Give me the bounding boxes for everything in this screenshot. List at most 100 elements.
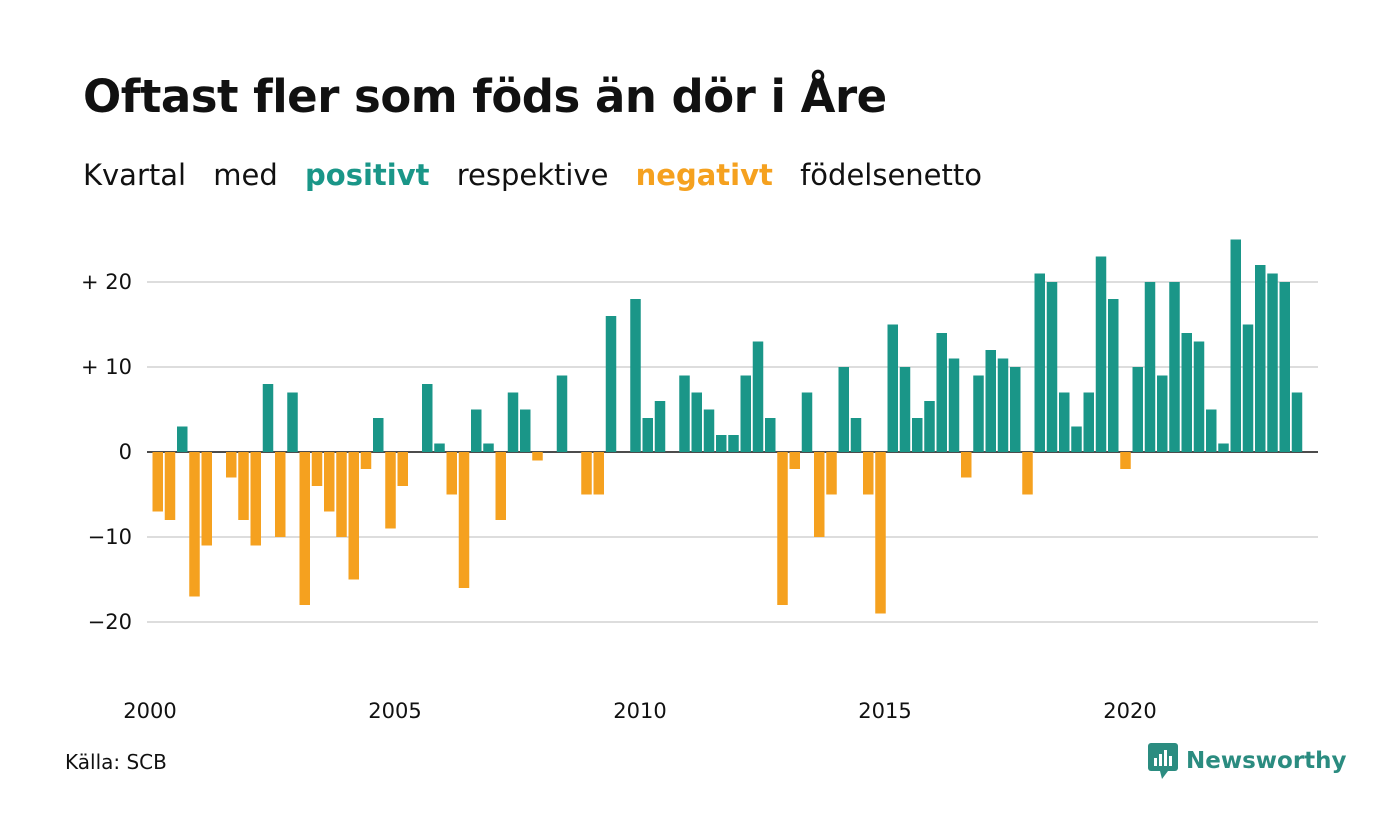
- subtitle-negative-label: negativt: [635, 158, 773, 192]
- bar-positive: [507, 392, 519, 452]
- bar-negative: [446, 452, 457, 495]
- bar-positive: [1095, 256, 1107, 452]
- bar-negative: [581, 452, 592, 495]
- bar-positive: [1181, 333, 1192, 452]
- bar-positive: [765, 418, 776, 452]
- bar-positive: [679, 375, 690, 452]
- bar-positive: [850, 418, 862, 452]
- bar-positive: [1083, 392, 1094, 452]
- bar-positive: [434, 443, 445, 452]
- bar-negative: [1022, 452, 1033, 495]
- bar-negative: [152, 452, 163, 512]
- bar-negative: [360, 452, 372, 469]
- bar-positive: [642, 418, 653, 452]
- bar-negative: [348, 452, 359, 580]
- bar-positive: [716, 435, 727, 452]
- bar-positive: [752, 341, 764, 452]
- bar-negative: [275, 452, 286, 537]
- x-tick-label: 2020: [1103, 699, 1156, 723]
- bar-positive: [177, 426, 188, 452]
- bar-negative: [789, 452, 800, 469]
- bar-negative: [826, 452, 837, 495]
- brand-logo: Newsworthy: [1148, 743, 1347, 779]
- bar-negative: [201, 452, 212, 546]
- bar-positive: [654, 401, 666, 452]
- y-tick-label: −20: [88, 610, 132, 634]
- bar-positive: [1034, 273, 1045, 452]
- bar-negative: [324, 452, 335, 512]
- bar-negative: [250, 452, 261, 546]
- x-tick-label: 2000: [123, 699, 176, 723]
- bar-negative: [189, 452, 200, 597]
- y-tick-label: −10: [88, 525, 132, 549]
- bar-negative: [495, 452, 506, 520]
- bar-positive: [630, 299, 641, 452]
- bar-negative: [226, 452, 237, 478]
- subtitle-part-3: respektive: [456, 158, 609, 192]
- bar-positive: [1255, 265, 1266, 452]
- y-tick-label: + 20: [81, 270, 132, 294]
- bar-positive: [973, 375, 984, 452]
- bar-positive: [556, 375, 568, 452]
- bar-positive: [483, 443, 494, 452]
- bar-negative: [1120, 452, 1131, 469]
- bar-negative: [458, 452, 470, 588]
- bar-positive: [1218, 443, 1229, 452]
- bar-positive: [936, 333, 947, 452]
- brand-name: Newsworthy: [1186, 748, 1347, 774]
- bar-negative: [385, 452, 396, 529]
- bar-positive: [1108, 299, 1119, 452]
- bar-negative: [299, 452, 310, 605]
- bar-positive: [1071, 426, 1082, 452]
- bar-negative: [336, 452, 347, 537]
- newsworthy-chart-bubble-icon: [1148, 743, 1178, 779]
- bar-positive: [373, 418, 384, 452]
- bar-positive: [1267, 273, 1278, 452]
- subtitle-positive-label: positivt: [305, 158, 430, 192]
- bar-positive: [899, 367, 911, 452]
- bar-positive: [691, 392, 702, 452]
- bar-positive: [838, 367, 849, 452]
- bar-positive: [801, 392, 813, 452]
- x-tick-label: 2010: [613, 699, 666, 723]
- bar-positive: [1206, 409, 1217, 452]
- y-tick-label: 0: [119, 440, 132, 464]
- bar-positive: [997, 358, 1009, 452]
- x-tick-label: 2015: [858, 699, 911, 723]
- bar-negative: [593, 452, 604, 495]
- bar-positive: [1193, 341, 1205, 452]
- x-tick-label: 2005: [368, 699, 421, 723]
- bar-positive: [1144, 282, 1156, 452]
- chart-title: Oftast fler som föds än dör i Åre: [83, 70, 887, 123]
- bar-positive: [1169, 282, 1180, 452]
- bar-positive: [703, 409, 715, 452]
- bar-positive: [1291, 392, 1303, 452]
- bar-positive: [728, 435, 739, 452]
- bars: [152, 239, 1303, 614]
- bar-positive: [1046, 282, 1058, 452]
- bar-positive: [471, 409, 482, 452]
- bar-positive: [1279, 282, 1290, 452]
- bar-negative: [814, 452, 825, 537]
- bar-positive: [1242, 324, 1254, 452]
- bar-negative: [164, 452, 176, 520]
- chart-subtitle: Kvartal med positivt respektive negativt…: [83, 158, 1000, 192]
- axis-labels: + 20 + 10 0 −10 −20 2000 2005 2010 2015 2020: [81, 270, 1157, 723]
- bar-positive: [912, 418, 923, 452]
- bar-positive: [287, 392, 298, 452]
- subtitle-part-4: födelsenetto: [800, 158, 982, 192]
- bar-positive: [262, 384, 274, 452]
- bar-positive: [948, 358, 960, 452]
- bar-positive: [1157, 375, 1168, 452]
- bar-negative: [777, 452, 788, 605]
- bar-positive: [985, 350, 996, 452]
- bar-negative: [863, 452, 874, 495]
- bar-positive: [1059, 392, 1070, 452]
- subtitle-part-2: med: [213, 158, 278, 192]
- bar-positive: [1010, 367, 1021, 452]
- bar-negative: [397, 452, 408, 486]
- bar-positive: [1132, 367, 1143, 452]
- subtitle-part-1: Kvartal: [83, 158, 187, 192]
- source-note: Källa: SCB: [65, 750, 167, 774]
